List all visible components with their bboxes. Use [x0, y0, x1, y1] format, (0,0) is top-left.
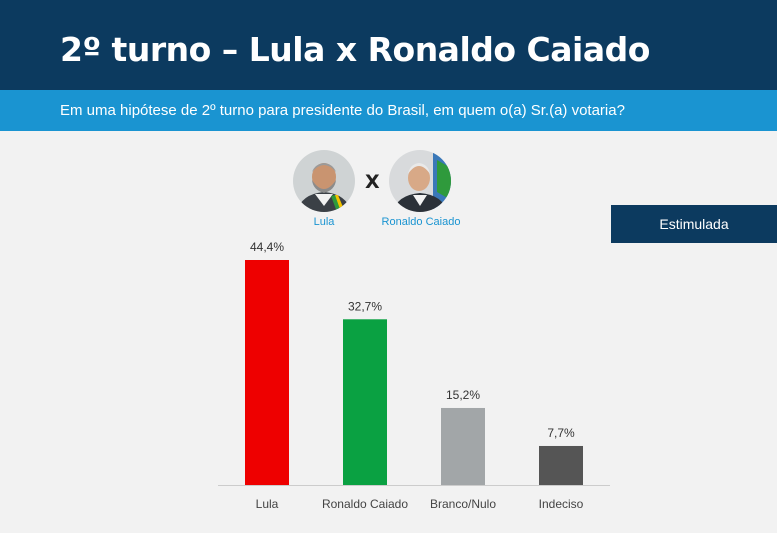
category-label: Branco/Nulo	[430, 497, 496, 511]
category-label: Indeciso	[539, 497, 584, 511]
chart-panel	[0, 131, 777, 533]
bar-3	[539, 445, 583, 485]
subtitle-bar: Em uma hipótese de 2º turno para preside…	[0, 90, 777, 131]
stimulated-badge: Estimulada	[611, 205, 777, 243]
candidate-name-right: Ronaldo Caiado	[381, 216, 461, 228]
bar-0	[245, 260, 289, 485]
bar-value-label: 44,4%	[250, 240, 284, 254]
versus-mark: X	[365, 171, 380, 193]
bar-value-label: 15,2%	[446, 388, 480, 402]
question-text: Em uma hipótese de 2º turno para preside…	[60, 102, 625, 119]
lula-portrait-icon	[293, 150, 355, 212]
bar-value-label: 7,7%	[547, 426, 575, 440]
bar-2	[441, 407, 485, 485]
candidate-name-left: Lula	[313, 216, 335, 228]
bar-1	[343, 319, 387, 485]
category-label: Ronaldo Caiado	[322, 497, 408, 511]
header-bar: 2º turno – Lula x Ronaldo Caiado	[0, 0, 777, 90]
caiado-portrait-icon	[389, 150, 451, 212]
category-label: Lula	[256, 497, 279, 511]
bar-value-label: 32,7%	[348, 299, 382, 313]
page-title: 2º turno – Lula x Ronaldo Caiado	[60, 30, 650, 69]
